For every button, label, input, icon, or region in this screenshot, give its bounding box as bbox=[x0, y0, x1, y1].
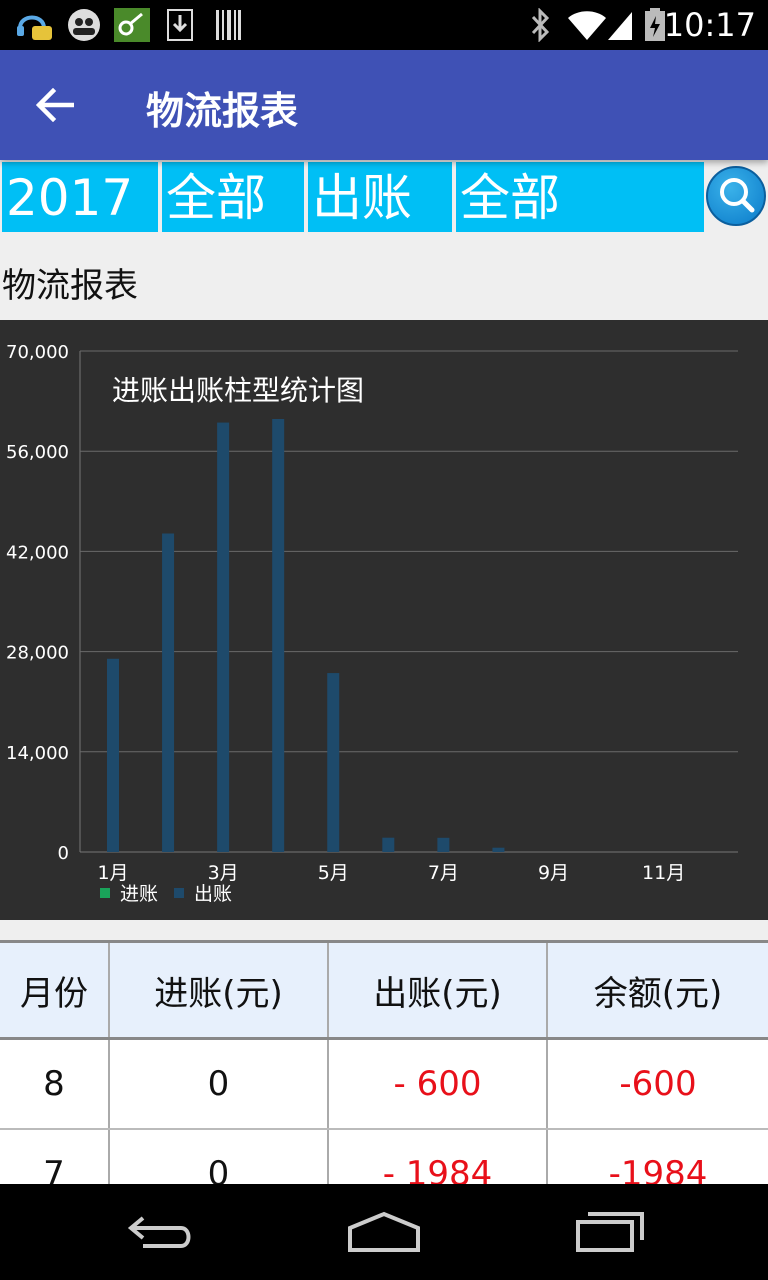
table-header: 月份 进账(元) 出账(元) 余额(元) bbox=[0, 940, 768, 1040]
nav-back-button[interactable] bbox=[110, 1202, 210, 1262]
bar-出账 bbox=[327, 673, 339, 852]
cell-income: 0 bbox=[110, 1040, 329, 1128]
download-icon bbox=[166, 8, 194, 42]
cell-balance: -600 bbox=[548, 1040, 768, 1128]
bar-出账 bbox=[217, 423, 229, 852]
bar-出账 bbox=[107, 659, 119, 852]
arrow-left-icon bbox=[36, 88, 74, 122]
search-button[interactable] bbox=[706, 166, 766, 226]
x-tick-label: 1月 bbox=[97, 862, 128, 884]
legend-label: 进账 bbox=[120, 883, 158, 905]
back-button[interactable] bbox=[22, 75, 88, 135]
section-title: 物流报表 bbox=[2, 258, 138, 307]
y-tick-label: 0 bbox=[58, 843, 69, 864]
nav-recents-button[interactable] bbox=[560, 1202, 660, 1262]
battery-icon bbox=[644, 8, 666, 42]
header-expense: 出账(元) bbox=[329, 943, 548, 1037]
bar-chart: 进账出账柱型统计图 0 14,000 28,000 42,000 56,000 70,00… bbox=[0, 320, 768, 920]
back-nav-icon bbox=[125, 1212, 195, 1252]
barcode-icon bbox=[214, 8, 242, 42]
category-filter[interactable]: 全部 bbox=[162, 162, 304, 232]
x-tick-label: 9月 bbox=[538, 862, 569, 884]
search-icon bbox=[708, 168, 764, 224]
header-income: 进账(元) bbox=[110, 943, 329, 1037]
bar-出账 bbox=[437, 838, 449, 852]
bar-出账 bbox=[492, 848, 504, 852]
filter-bar: 2017 全部 出账 全部 bbox=[0, 162, 768, 234]
recents-nav-icon bbox=[574, 1210, 646, 1254]
y-tick-label: 14,000 bbox=[6, 743, 69, 764]
home-nav-icon bbox=[346, 1210, 422, 1254]
type-filter[interactable]: 出账 bbox=[308, 162, 452, 232]
legend-swatch bbox=[174, 888, 184, 898]
bar-出账 bbox=[162, 534, 174, 852]
header-balance: 余额(元) bbox=[548, 943, 768, 1037]
bluetooth-icon bbox=[528, 8, 552, 42]
x-tick-label: 3月 bbox=[208, 862, 239, 884]
bar-出账 bbox=[272, 419, 284, 852]
chart-canvas: 进账出账柱型统计图 0 14,000 28,000 42,000 56,000 70,00… bbox=[0, 320, 768, 920]
bar-出账 bbox=[382, 838, 394, 852]
table-row[interactable]: 8 0 - 600 -600 bbox=[0, 1040, 768, 1130]
clock: 10:17 bbox=[664, 6, 756, 44]
app-bar: 物流报表 bbox=[0, 50, 768, 160]
scope-filter[interactable]: 全部 bbox=[456, 162, 704, 232]
header-month: 月份 bbox=[0, 943, 110, 1037]
x-tick-label: 7月 bbox=[428, 862, 459, 884]
key-icon bbox=[114, 8, 150, 42]
y-tick-label: 56,000 bbox=[6, 442, 69, 463]
cell-expense: - 600 bbox=[329, 1040, 548, 1128]
y-tick-label: 70,000 bbox=[6, 342, 69, 363]
contacts-icon bbox=[66, 8, 102, 42]
y-tick-label: 28,000 bbox=[6, 643, 69, 664]
y-tick-label: 42,000 bbox=[6, 542, 69, 563]
chart-title: 进账出账柱型统计图 bbox=[112, 374, 364, 407]
headset-notification-icon bbox=[14, 8, 54, 42]
x-tick-label: 11月 bbox=[642, 862, 685, 884]
x-tick-label: 5月 bbox=[318, 862, 349, 884]
page-title: 物流报表 bbox=[146, 80, 298, 135]
year-filter[interactable]: 2017 bbox=[2, 162, 158, 232]
legend-label: 出账 bbox=[194, 883, 232, 905]
navigation-bar bbox=[0, 1184, 768, 1280]
wifi-icon bbox=[566, 8, 608, 42]
nav-home-button[interactable] bbox=[334, 1202, 434, 1262]
signal-icon bbox=[606, 8, 634, 42]
cell-month: 8 bbox=[0, 1040, 110, 1128]
status-bar: 10:17 bbox=[0, 0, 768, 50]
legend-swatch bbox=[100, 888, 110, 898]
